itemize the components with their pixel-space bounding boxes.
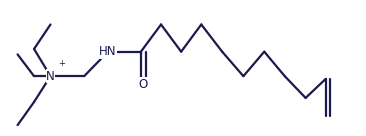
- Text: O: O: [138, 78, 148, 91]
- Text: N: N: [46, 70, 55, 83]
- Text: HN: HN: [99, 45, 117, 58]
- Text: +: +: [58, 59, 65, 68]
